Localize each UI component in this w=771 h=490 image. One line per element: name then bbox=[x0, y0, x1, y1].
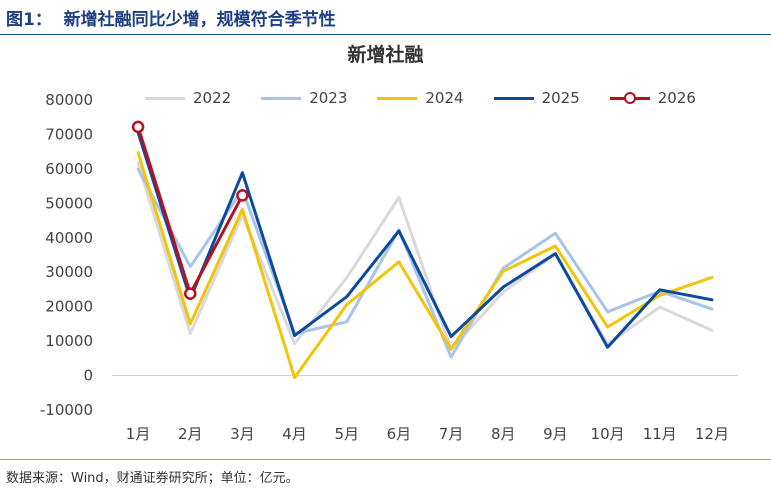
line-chart: 80000 70000 60000 50000 40000 30000 20000 10000… bbox=[40, 91, 738, 443]
legend-label-2024: 2024 bbox=[425, 89, 464, 107]
y-tick-label: 10000 bbox=[45, 332, 93, 350]
chart-title: 新增社融 bbox=[347, 44, 424, 66]
legend-label-2026: 2026 bbox=[657, 89, 696, 107]
figure-title: 图1： 新增社融同比少增，规模符合季节性 bbox=[6, 10, 336, 30]
chart-legend: 2022 2023 2024 2025 2026 bbox=[145, 86, 696, 110]
y-tick-label: 0 bbox=[83, 367, 93, 385]
y-tick-label: 30000 bbox=[45, 263, 93, 281]
source-note: 数据来源：Wind，财通证券研究所；单位：亿元。 bbox=[6, 471, 299, 486]
series-line-2024 bbox=[136, 151, 714, 380]
legend-swatch-2025 bbox=[493, 96, 534, 100]
x-tick-label: 8月 bbox=[491, 425, 516, 443]
x-tick-label: 2月 bbox=[178, 425, 203, 443]
x-tick-label: 10月 bbox=[591, 425, 625, 443]
header-divider bbox=[0, 34, 771, 35]
x-tick-label: 12月 bbox=[695, 425, 729, 443]
legend-item-2026: 2026 bbox=[609, 89, 696, 107]
y-tick-label: 40000 bbox=[45, 229, 93, 247]
x-tick-label: 1月 bbox=[126, 425, 151, 443]
y-tick-label: 70000 bbox=[45, 125, 93, 143]
series-line-2025 bbox=[136, 130, 714, 349]
legend-item-2023: 2023 bbox=[261, 89, 347, 107]
y-tick-label: 80000 bbox=[45, 91, 93, 109]
y-tick-label: 20000 bbox=[45, 298, 93, 316]
legend-swatch-2022 bbox=[145, 96, 185, 100]
x-tick-label: 11月 bbox=[643, 425, 677, 443]
legend-item-2024: 2024 bbox=[377, 89, 464, 107]
series-line-2023 bbox=[136, 167, 714, 359]
legend-label-2025: 2025 bbox=[541, 89, 580, 107]
legend-swatch-2026 bbox=[609, 91, 650, 104]
y-tick-label: 60000 bbox=[45, 160, 93, 178]
x-tick-label: 5月 bbox=[334, 425, 359, 443]
legend-item-2022: 2022 bbox=[145, 89, 231, 107]
x-tick-label: 9月 bbox=[543, 425, 568, 443]
y-tick-label: 50000 bbox=[45, 194, 93, 212]
x-tick-label: 6月 bbox=[387, 425, 412, 443]
legend-label-2022: 2022 bbox=[193, 89, 232, 107]
data-point-2026 bbox=[131, 120, 145, 134]
legend-marker-2026 bbox=[623, 91, 636, 104]
figure-header: 图1： 新增社融同比少增，规模符合季节性 bbox=[0, 0, 771, 34]
legend-label-2023: 2023 bbox=[309, 89, 348, 107]
x-tick-label: 3月 bbox=[230, 425, 255, 443]
data-point-2026 bbox=[184, 287, 197, 300]
x-tick-label: 7月 bbox=[439, 425, 464, 443]
series-line-2022 bbox=[136, 161, 714, 351]
x-tick-label: 4月 bbox=[282, 425, 307, 443]
data-point-2026 bbox=[236, 189, 249, 202]
legend-swatch-2024 bbox=[377, 96, 418, 100]
legend-item-2025: 2025 bbox=[493, 89, 580, 107]
legend-swatch-2023 bbox=[261, 96, 302, 100]
y-tick-label: -10000 bbox=[40, 401, 93, 419]
footer-divider bbox=[0, 459, 771, 460]
